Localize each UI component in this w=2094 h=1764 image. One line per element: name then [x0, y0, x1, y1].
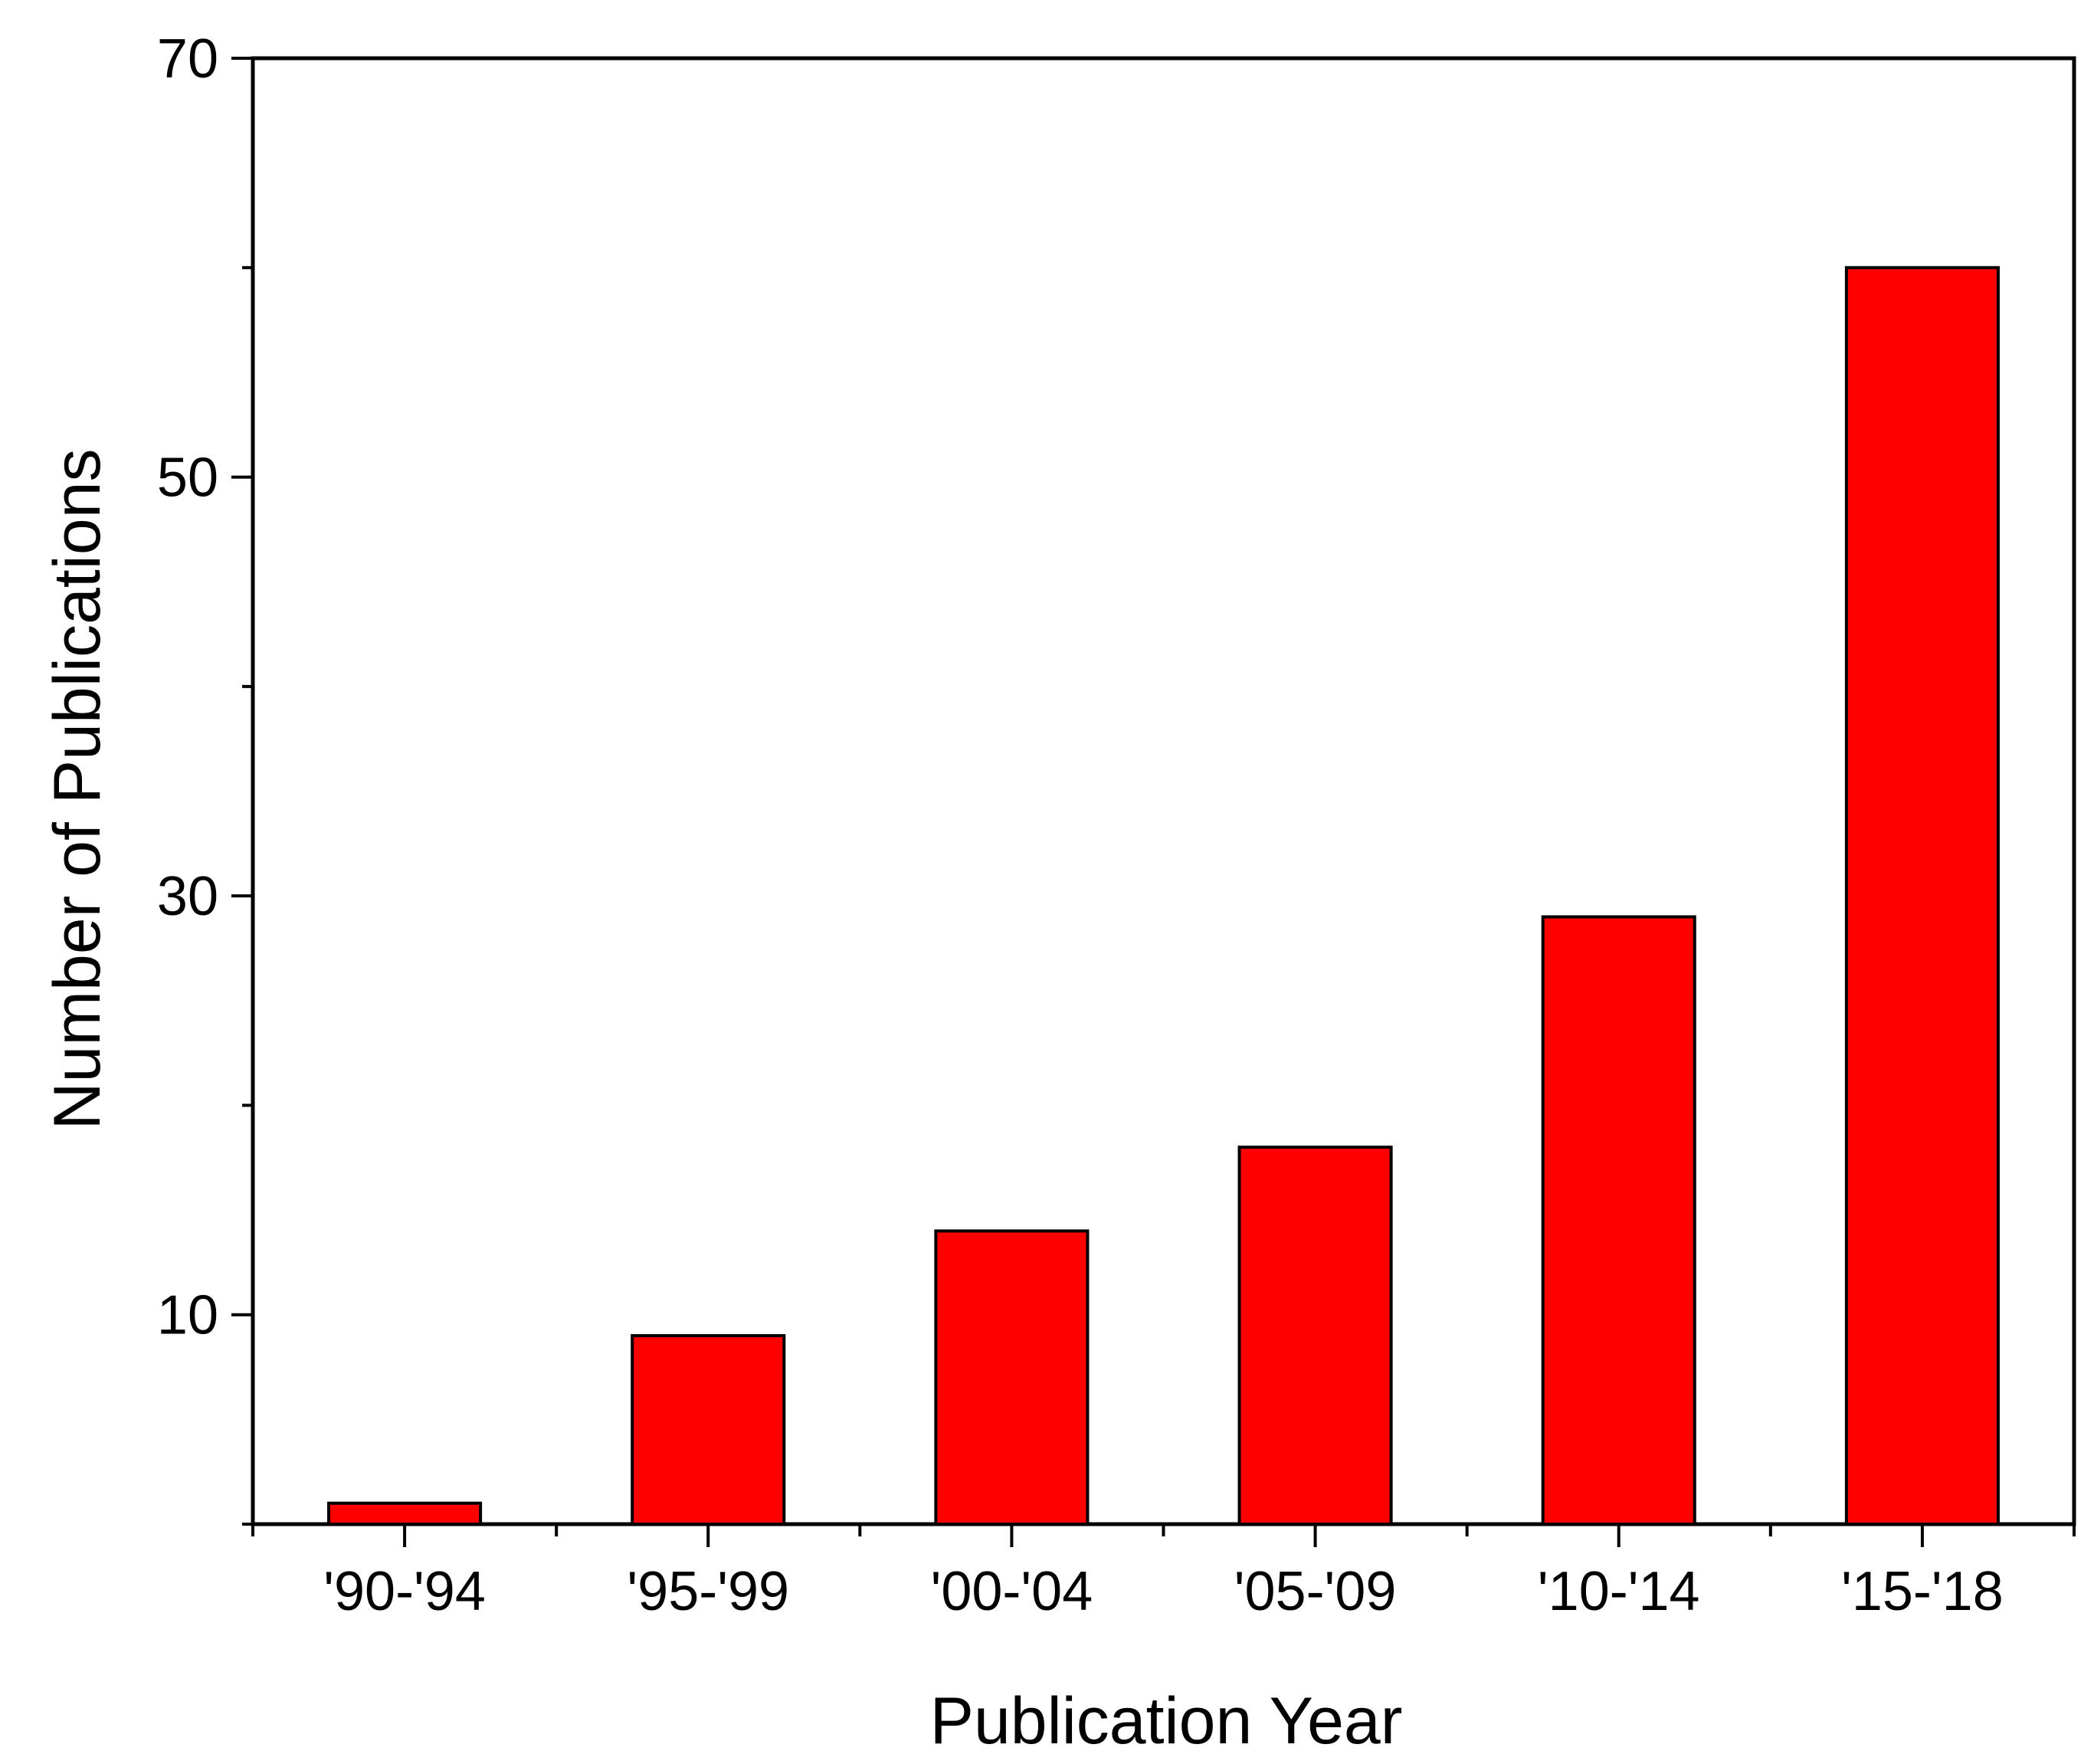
bar	[631, 1334, 786, 1526]
y-tick-label: 50	[157, 448, 218, 509]
x-tick-label: '10-'14	[1538, 1561, 1700, 1622]
x-tick-label: '00-'04	[931, 1561, 1093, 1622]
bar	[1237, 1146, 1393, 1526]
x-tick-label: '95-'99	[627, 1561, 789, 1622]
bar	[1844, 266, 2000, 1526]
bar	[327, 1501, 483, 1526]
bar	[934, 1229, 1090, 1526]
plot-area: 10 30 50 70 '90-'94 '95-'99 '00-'04 '05-'09 '10-…	[157, 28, 2076, 1622]
x-axis-title: Publication Year	[930, 1684, 1403, 1758]
y-tick-label: 30	[157, 866, 218, 927]
x-tick-label: '05-'09	[1234, 1561, 1397, 1622]
plot-frame	[251, 56, 2076, 1526]
bar	[1541, 915, 1696, 1526]
x-tick-label: '15-'18	[1841, 1561, 2004, 1622]
y-tick-label: 70	[157, 28, 218, 90]
y-axis-title: Number of Publications	[41, 448, 114, 1130]
x-tick-label: '90-'94	[323, 1561, 486, 1622]
y-tick-label: 10	[157, 1285, 218, 1346]
